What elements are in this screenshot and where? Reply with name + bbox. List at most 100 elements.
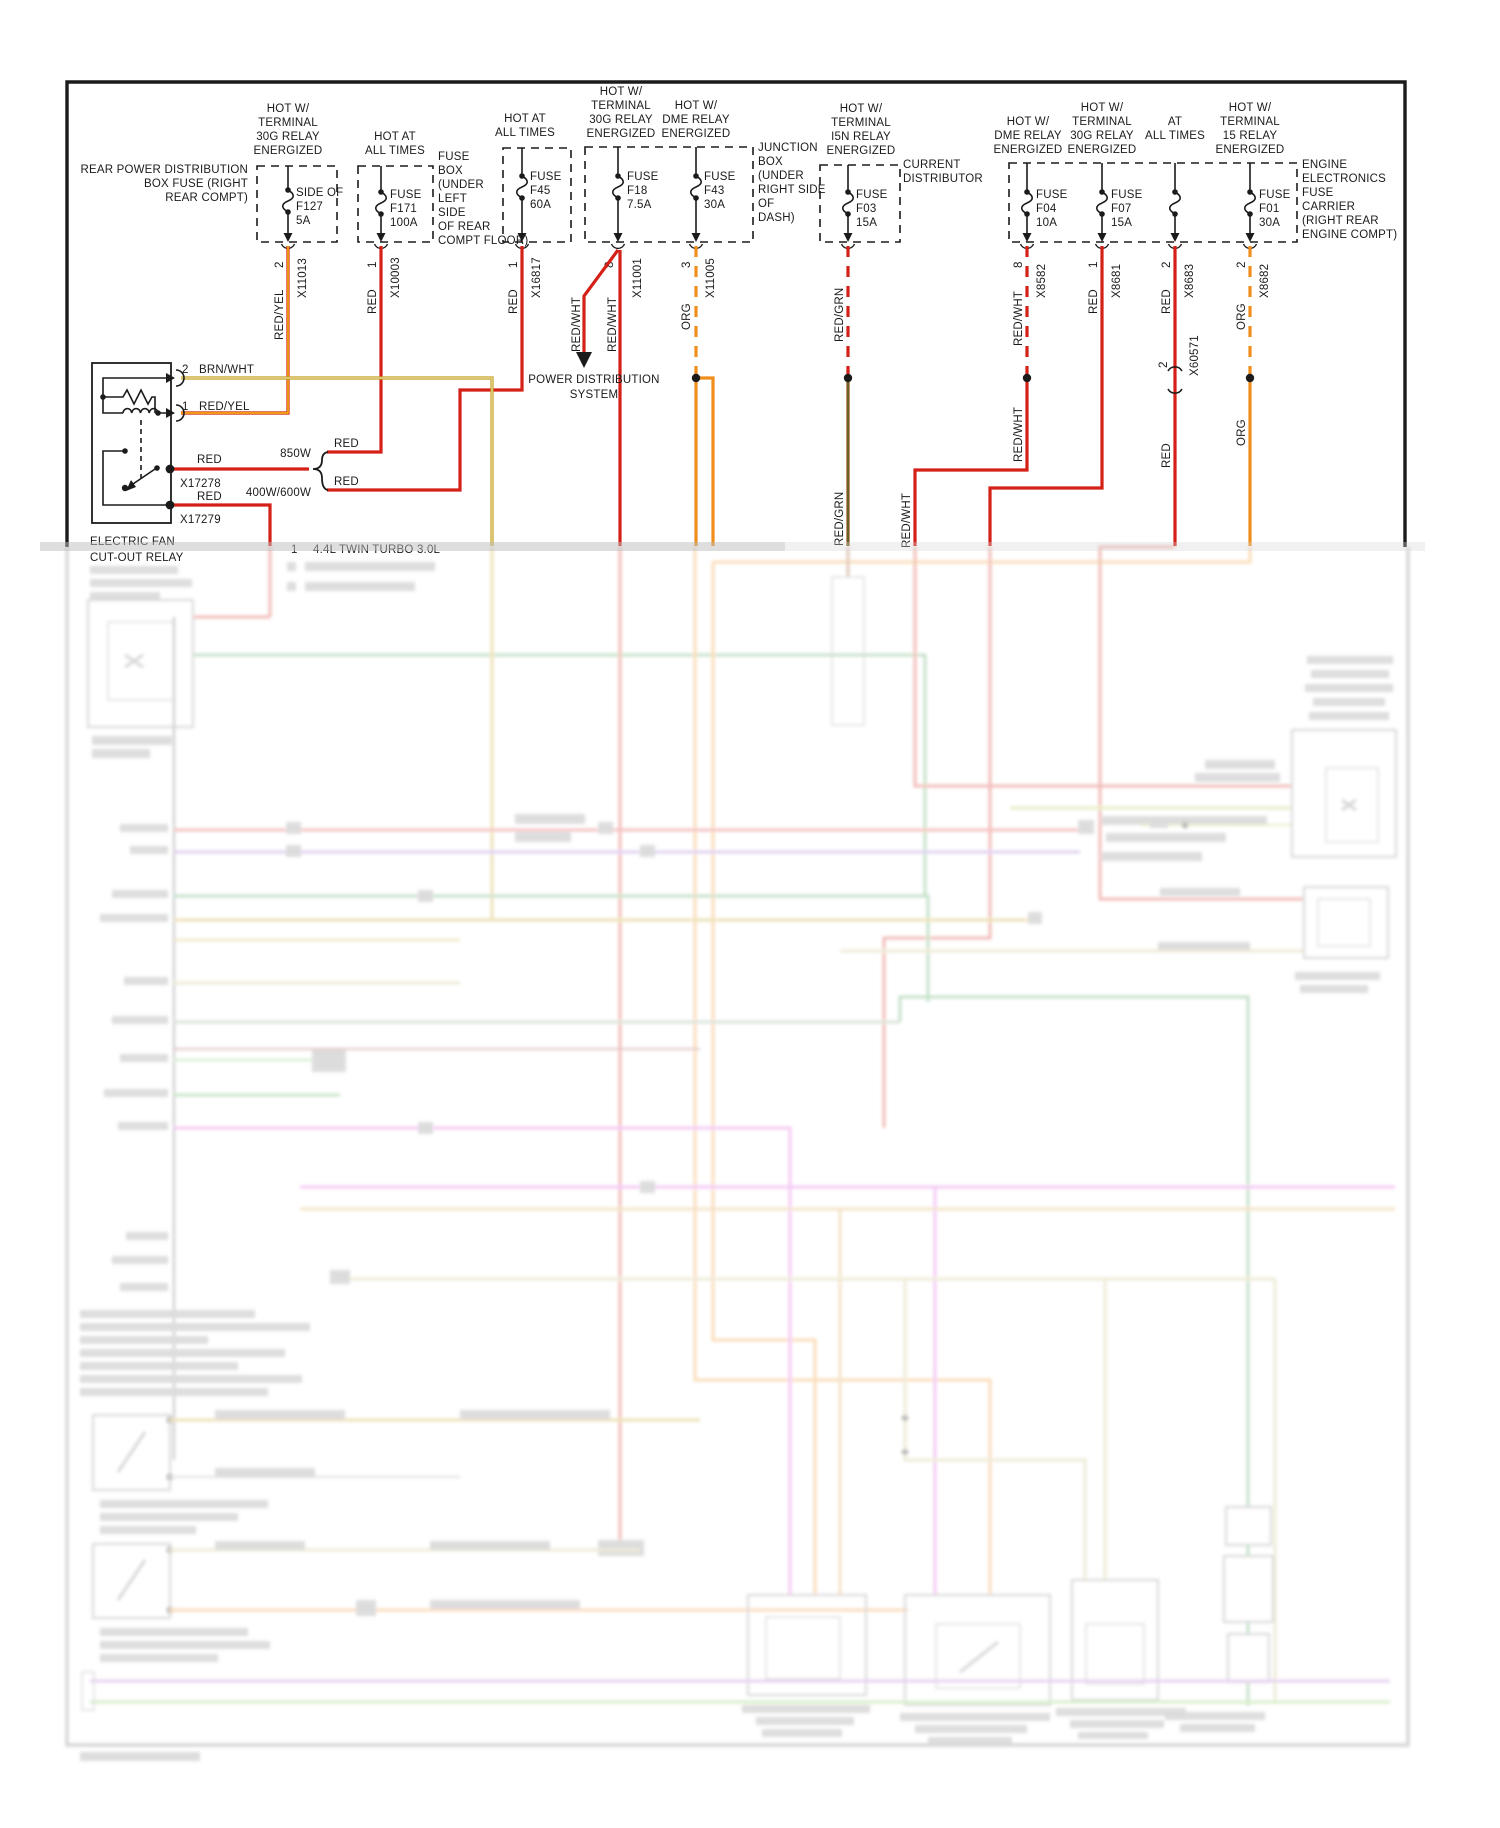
x60571-pin: 2 (1158, 361, 1170, 368)
relay-box (91, 362, 172, 524)
rail3-h2: TERMINAL (591, 100, 651, 112)
relay-pin-arrows (165, 369, 185, 510)
fuse-box-label-4: LEFT (438, 193, 467, 205)
junction-label-1: JUNCTION (758, 142, 818, 154)
rail5-h1: HOT W/ (840, 103, 883, 115)
rail4-pin: 3 (681, 261, 693, 268)
f03-l1: FUSE (856, 189, 888, 201)
rail1-h2: ALL TIMES (365, 145, 425, 157)
red-wires (170, 246, 1177, 546)
rail5-h3: I5N RELAY (831, 131, 891, 143)
f45-l1: FUSE (530, 171, 562, 183)
relay-pin2-num: 2 (182, 364, 189, 376)
fuse-box-label-2: BOX (438, 165, 463, 177)
engine-electronics-fuse-carrier-box (1008, 162, 1298, 243)
rail2-connector: X16817 (531, 257, 543, 298)
rail4-h3: ENERGIZED (662, 128, 731, 140)
relay-pin1-wire: RED/YEL (199, 401, 250, 413)
relay-contact2-id: X17279 (180, 514, 221, 526)
rail7-h1: HOT W/ (1081, 102, 1124, 114)
f43-l1: FUSE (704, 171, 736, 183)
f07-l2: F07 (1111, 203, 1131, 215)
rail7-wire-color: RED (1088, 289, 1100, 314)
rail5-h2: TERMINAL (831, 117, 891, 129)
junction-box (584, 146, 754, 243)
rail5-h4: ENERGIZED (827, 145, 896, 157)
rail7-pin: 1 (1088, 261, 1100, 268)
rail1-h1: HOT AT (374, 131, 416, 143)
rail2-h2: ALL TIMES (495, 127, 555, 139)
rail3-wire-color-a: RED/WHT (571, 297, 583, 352)
rail9-wire-color-lower: ORG (1236, 419, 1248, 446)
rail3-h4: ENERGIZED (587, 128, 656, 140)
f43-l3: 30A (704, 199, 725, 211)
rail8-h1: AT (1168, 116, 1182, 128)
current-distributor-label-2: DISTRIBUTOR (903, 173, 983, 185)
f07-l1: FUSE (1111, 189, 1143, 201)
rail2-wire-color: RED (508, 289, 520, 314)
relay-pin1-num: 1 (182, 401, 189, 413)
option-400-600w-label: 400W/600W (246, 487, 311, 499)
f04-l2: F04 (1036, 203, 1057, 215)
rail0-h2: TERMINAL (258, 117, 318, 129)
f07-l3: 15A (1111, 217, 1132, 229)
rail7-h2: TERMINAL (1072, 116, 1132, 128)
rail7-h4: ENERGIZED (1068, 144, 1137, 156)
relay-internals (100, 377, 170, 506)
rail9-h4: ENERGIZED (1216, 144, 1285, 156)
fuse-symbols (280, 147, 1258, 250)
rail3-h3: 30G RELAY (589, 114, 653, 126)
f04-l1: FUSE (1036, 189, 1068, 201)
f127-l1: SIDE OF (296, 187, 343, 199)
relay-contact2-wire: RED (197, 491, 222, 503)
fuse-value-labels: SIDE OF F127 5A FUSE F171 100A FUSE F45 … (296, 171, 1291, 229)
option-850w-label: 850W (280, 448, 311, 460)
rail8-h2: ALL TIMES (1145, 130, 1205, 142)
current-distributor-label-1: CURRENT (903, 159, 961, 171)
f01-l3: 30A (1259, 217, 1280, 229)
rail6-wire-color: RED/WHT (1013, 291, 1025, 346)
rail4-h2: DME RELAY (662, 114, 730, 126)
rear-power-label-1: REAR POWER DISTRIBUTION (80, 164, 248, 176)
fuse-box-label-3: (UNDER (438, 179, 484, 191)
rail4-wire-color: ORG (681, 303, 693, 330)
fuse-box-f03 (819, 164, 901, 243)
power-option-brace: 850W 400W/600W RED RED (246, 438, 359, 499)
f04-l3: 10A (1036, 217, 1057, 229)
f127-l2: F127 (296, 201, 323, 213)
rail6-h3: ENERGIZED (994, 144, 1063, 156)
engine-carrier-label-5: (RIGHT REAR (1302, 215, 1379, 227)
rail0-h3: 30G RELAY (256, 131, 320, 143)
rail5-wire-color-lower: RED/GRN (834, 492, 846, 546)
f03-l2: F03 (856, 203, 876, 215)
fuse-box-f127 (256, 165, 338, 243)
rail9-h1: HOT W/ (1229, 102, 1272, 114)
rail6-connector: X8582 (1036, 264, 1048, 298)
f01-l2: F01 (1259, 203, 1279, 215)
rail2-h1: HOT AT (504, 113, 546, 125)
rail0-connector: X11013 (297, 258, 309, 298)
power-distribution-arrow (576, 352, 592, 368)
option2-wire-color: RED (334, 476, 359, 488)
electric-fan-cutout-relay: 2 BRN/WHT 1 RED/YEL RED X17278 RED X1727… (90, 362, 254, 564)
connector-cups (280, 243, 1258, 250)
rail6-pin: 8 (1013, 261, 1025, 268)
rail3-pin: 8 (604, 261, 616, 268)
relay-title-2: CUT-OUT RELAY (90, 552, 184, 564)
junction-label-4: RIGHT SIDE (758, 184, 826, 196)
engine-carrier-label-3: FUSE (1302, 187, 1334, 199)
rail1-connector: X10003 (390, 257, 402, 298)
relay-pin2-wire: BRN/WHT (199, 364, 254, 376)
engine-carrier-label-2: ELECTRONICS (1302, 173, 1386, 185)
rail9-connector: X8682 (1259, 264, 1271, 298)
rail3-connector: X11001 (632, 258, 644, 298)
fuse-box-f171 (357, 165, 434, 243)
rail0-pin: 2 (274, 261, 286, 268)
fuse-boxes (256, 146, 1298, 243)
f01-l1: FUSE (1259, 189, 1291, 201)
junction-label-6: DASH) (758, 212, 795, 224)
rail4-connector: X11005 (705, 258, 717, 298)
rail6-h2: DME RELAY (994, 130, 1062, 142)
rail9-h3: 15 RELAY (1223, 130, 1278, 142)
